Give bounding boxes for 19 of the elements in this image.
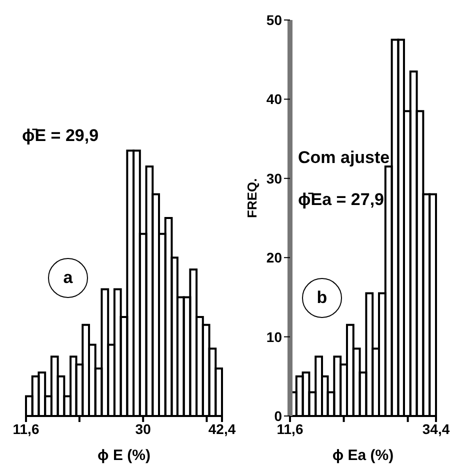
x-tick-label: 11,6 bbox=[12, 420, 40, 437]
x-axis-title: ϕ E (%) bbox=[98, 447, 150, 464]
annotation: Com ajuste bbox=[298, 148, 390, 167]
y-axis-title: FREQ. bbox=[244, 178, 260, 218]
y-tick-label: 50 bbox=[266, 12, 282, 28]
x-tick-label: 34,4 bbox=[422, 420, 450, 437]
annotation: b bbox=[316, 288, 328, 308]
x-tick-label: 42,4 bbox=[208, 420, 236, 437]
circle-outline: a bbox=[48, 258, 88, 298]
circle-outline: b bbox=[302, 278, 342, 318]
x-axis-title: ϕ Ea (%) bbox=[332, 447, 394, 464]
x-tick-label: 30 bbox=[135, 420, 152, 437]
y-tick-label: 30 bbox=[266, 170, 282, 186]
y-tick-label: 10 bbox=[266, 328, 282, 345]
y-tick-label: 40 bbox=[266, 91, 282, 108]
annotation: ϕ̄E = 29,9 bbox=[22, 126, 99, 145]
y-tick-label: 20 bbox=[266, 250, 282, 266]
annotation: ϕ̄Ea = 27,9 bbox=[298, 190, 384, 209]
annotation: a bbox=[63, 268, 73, 288]
